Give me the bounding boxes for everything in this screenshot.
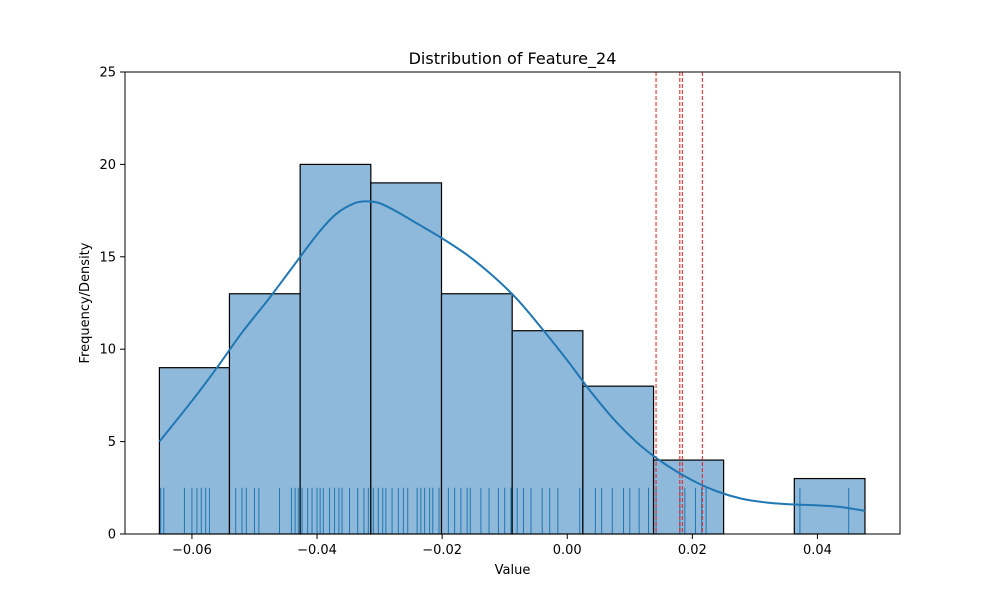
y-tick-label: 10 <box>99 343 116 358</box>
kde-line <box>158 200 866 512</box>
x-tick-label: 0.00 <box>553 543 582 558</box>
y-tick-label: 5 <box>108 435 116 450</box>
x-axis-ticks: −0.06 −0.04 −0.02 0.00 0.02 0.04 <box>172 534 832 558</box>
y-axis-label: Frequency/Density <box>78 242 93 363</box>
histogram-bar <box>511 330 584 535</box>
histogram-bar <box>158 367 231 535</box>
histogram-bar <box>299 163 372 535</box>
x-tick-label: 0.04 <box>803 543 832 558</box>
axes-frame <box>124 71 901 535</box>
x-tick-label: −0.04 <box>297 543 337 558</box>
y-tick-label: 25 <box>99 66 116 81</box>
histogram-bar <box>228 293 301 535</box>
y-tick-label: 20 <box>99 158 116 173</box>
x-tick-label: 0.02 <box>678 543 707 558</box>
histogram-bar <box>370 182 443 535</box>
y-tick-label: 0 <box>108 528 116 543</box>
histogram-bars <box>158 163 866 535</box>
chart-title: Distribution of Feature_24 <box>409 49 617 69</box>
histogram-bar <box>582 385 655 535</box>
y-tick-label: 15 <box>99 250 116 265</box>
x-tick-label: −0.02 <box>422 543 462 558</box>
histogram-bar <box>652 459 725 535</box>
x-axis-label: Value <box>495 563 531 578</box>
histogram-bar <box>440 293 513 535</box>
x-tick-label: −0.06 <box>172 543 212 558</box>
kde-curve <box>158 200 866 512</box>
y-axis-ticks: 0 5 10 15 20 25 <box>99 66 125 543</box>
